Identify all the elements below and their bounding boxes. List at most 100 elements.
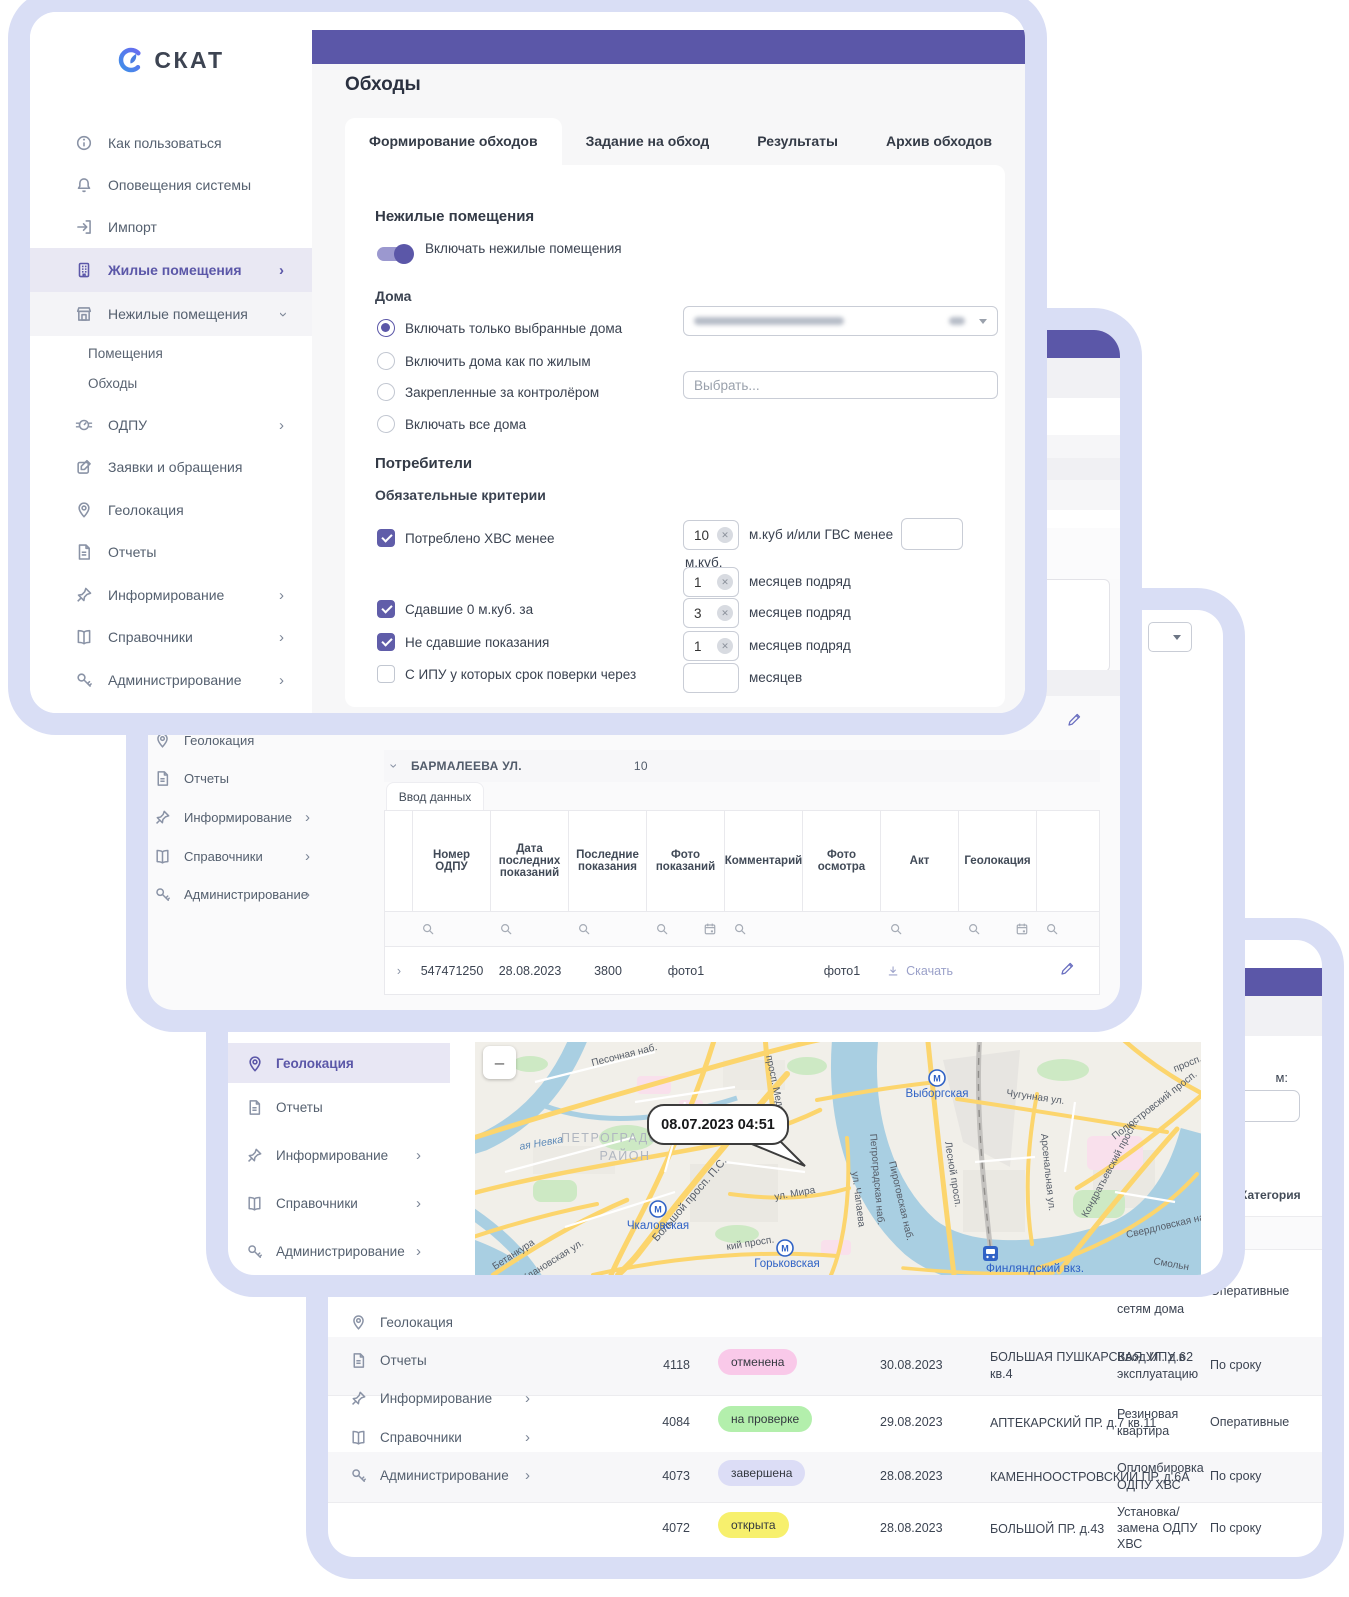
street-section-row[interactable]: › БАРМАЛЕЕВА УЛ. 10 xyxy=(384,750,1100,782)
map-canvas[interactable]: Песочная наб. просп. Медиков Большой про… xyxy=(475,1042,1201,1275)
document-icon xyxy=(246,1099,263,1116)
radio-selected-homes[interactable] xyxy=(377,319,395,337)
map-filter-select[interactable] xyxy=(1148,622,1192,652)
chevron-down-icon: › xyxy=(386,763,403,769)
checkbox-ipu-verification[interactable] xyxy=(377,665,395,683)
filter-input[interactable] xyxy=(1208,1090,1300,1122)
gvs-limit-input[interactable] xyxy=(901,518,963,550)
sidebar-item-residential[interactable]: Жилые помещения › xyxy=(30,248,312,292)
chevron-down-icon: › xyxy=(275,311,292,317)
tab-data-entry[interactable]: Ввод данных xyxy=(386,782,484,811)
sidebar-item-geolocation[interactable]: Геолокация xyxy=(148,726,1120,754)
chevron-right-icon: › xyxy=(305,808,310,826)
window-rounds-form: СКАТ Как пользоваться Оповещения системы… xyxy=(30,12,1025,713)
sidebar-item-directories[interactable]: Справочники › xyxy=(228,1189,1223,1217)
key-icon xyxy=(154,886,171,903)
controller-select[interactable]: Выбрать... xyxy=(683,371,998,399)
sidebar-item-administration[interactable]: Администрирование › xyxy=(228,1237,1223,1265)
sidebar-subitem-rounds[interactable]: Обходы xyxy=(88,376,138,391)
noreadings-months-input[interactable]: 1 xyxy=(683,631,739,661)
sidebar-item-requests[interactable]: Заявки и обращения xyxy=(30,446,312,488)
filter-search-calendar[interactable] xyxy=(647,912,725,946)
sidebar-item-reports[interactable]: Отчеты xyxy=(148,764,1120,792)
sidebar-item-administration[interactable]: Администрирование › xyxy=(30,659,312,701)
download-link[interactable]: Скачать xyxy=(887,964,953,978)
sidebar-item-geolocation[interactable]: Геолокация xyxy=(228,1043,450,1083)
sidebar-item-label: Информирование xyxy=(380,1390,493,1406)
svg-text:М: М xyxy=(933,1074,941,1084)
tab-archive[interactable]: Архив обходов xyxy=(885,133,993,149)
sidebar-item-odpu[interactable]: ОДПУ › xyxy=(30,404,312,446)
download-label: Скачать xyxy=(906,963,953,978)
table-row[interactable]: 4073 завершена 28.08.2023 КАМЕННООСТРОВС… xyxy=(328,1452,1322,1503)
tab-results[interactable]: Результаты xyxy=(757,133,838,149)
sidebar-item-notifications[interactable]: Оповещения системы xyxy=(30,164,312,206)
row-expander-icon[interactable]: › xyxy=(396,963,402,978)
sidebar-item-informing[interactable]: Информирование › xyxy=(228,1141,1223,1169)
tab-form-rounds[interactable]: Формирование обходов xyxy=(345,118,562,165)
sidebar-item-howto[interactable]: Как пользоваться xyxy=(30,122,312,164)
hvs-limit-input[interactable]: 10 xyxy=(683,520,739,550)
sidebar-item-reports[interactable]: Отчеты xyxy=(228,1093,1223,1121)
sidebar-item-reports[interactable]: Отчеты xyxy=(30,531,312,573)
filter-search[interactable] xyxy=(1037,912,1097,946)
tab-assignment[interactable]: Задание на обход xyxy=(585,133,710,149)
sidebar-item-geolocation[interactable]: Геолокация xyxy=(30,489,312,531)
sidebar-item-label: Геолокация xyxy=(380,1314,453,1330)
filter-search[interactable] xyxy=(491,912,569,946)
checkbox-hvs-consumed[interactable] xyxy=(377,529,395,547)
sidebar-item-administration[interactable]: Администрирование › xyxy=(148,880,1120,908)
sidebar-item-label: Отчеты xyxy=(184,770,229,786)
table-row[interactable]: 4118 отменена 30.08.2023 БОЛЬШАЯ ПУШКАРС… xyxy=(328,1337,1322,1396)
clear-icon[interactable] xyxy=(717,605,733,621)
sidebar-item-geolocation[interactable]: Геолокация xyxy=(328,1308,1322,1336)
homes-select[interactable] xyxy=(683,306,998,336)
pin-icon xyxy=(246,1055,263,1072)
col-expander xyxy=(385,811,413,911)
subsection-heading: Дома xyxy=(375,288,412,304)
sidebar-item-directories[interactable]: Справочники › xyxy=(30,616,312,658)
filter-search[interactable] xyxy=(413,912,491,946)
sidebar-subitem-premises[interactable]: Помещения xyxy=(88,346,163,361)
sidebar-item-directories[interactable]: Справочники › xyxy=(328,1423,1322,1451)
include-nonresidential-toggle[interactable] xyxy=(377,244,414,264)
table-row[interactable]: 4072 открыта 28.08.2023 БОЛЬШОЙ ПР. д.43… xyxy=(328,1502,1322,1555)
status-badge: завершена xyxy=(718,1460,806,1486)
sidebar-item-informing[interactable]: Информирование › xyxy=(30,574,312,616)
sidebar-item-nonresidential[interactable]: Нежилые помещения › xyxy=(30,292,312,336)
radio-all-homes[interactable] xyxy=(377,415,395,433)
sidebar-item-informing[interactable]: Информирование › xyxy=(328,1384,1322,1412)
station-label: Финляндский вкз. xyxy=(986,1261,1084,1275)
map-label: просп. Мета xyxy=(1172,1043,1201,1074)
zero-months-input[interactable]: 3 xyxy=(683,598,739,628)
sidebar-item-administration[interactable]: Администрирование › xyxy=(328,1461,1322,1489)
zoom-out-button[interactable]: – xyxy=(483,1046,516,1079)
sidebar-item-import[interactable]: Импорт xyxy=(30,206,312,248)
sidebar-item-label: Геолокация xyxy=(184,732,255,748)
sidebar-item-directories[interactable]: Справочники › xyxy=(148,842,1120,870)
radio-assigned-to-controller[interactable] xyxy=(377,383,395,401)
hvs-months-input[interactable]: 1 xyxy=(683,567,739,597)
sidebar-item-informing[interactable]: Информирование › xyxy=(148,803,1120,831)
cell-address: БОЛЬШОЙ ПР. д.43 xyxy=(990,1522,1105,1536)
sidebar-item-reports[interactable]: Отчеты xyxy=(328,1346,1322,1374)
filter-search[interactable] xyxy=(725,912,803,946)
verification-months-input[interactable] xyxy=(683,663,739,693)
clear-icon[interactable] xyxy=(717,527,733,543)
checkbox-no-readings[interactable] xyxy=(377,633,395,651)
filter-search[interactable] xyxy=(569,912,647,946)
column-header-category: Категория xyxy=(1240,1188,1301,1202)
blurred-value xyxy=(694,317,844,325)
table-data-row[interactable]: › 547471250 28.08.2023 3800 фото1 фото1 … xyxy=(385,947,1099,994)
filter-search-calendar[interactable] xyxy=(959,912,1037,946)
sidebar-item-label: Справочники xyxy=(184,848,263,864)
cell-work: Резиновая квартира xyxy=(1117,1407,1179,1438)
checkbox-zero-cub[interactable] xyxy=(377,600,395,618)
clear-icon[interactable] xyxy=(717,638,733,654)
edit-pencil-icon[interactable] xyxy=(1037,961,1097,980)
chevron-down-icon xyxy=(1173,634,1181,640)
filter-search[interactable] xyxy=(881,912,959,946)
clear-icon[interactable] xyxy=(717,574,733,590)
radio-homes-as-residential[interactable] xyxy=(377,352,395,370)
search-icon xyxy=(735,924,746,935)
